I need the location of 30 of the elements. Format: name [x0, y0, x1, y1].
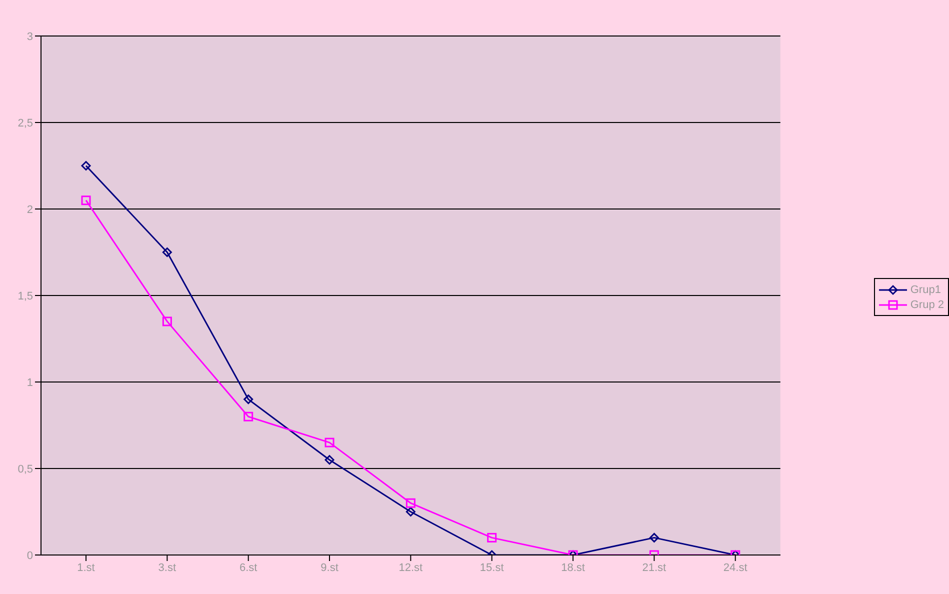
y-tick-label: 3	[26, 30, 33, 43]
x-tick-label: 3.st	[158, 562, 176, 574]
point	[406, 498, 416, 508]
point	[81, 196, 91, 206]
legend-label: Grup 2	[910, 298, 944, 310]
x-tick-label: 24.st	[723, 562, 748, 574]
x-tick-label: 15.st	[480, 562, 504, 574]
point	[487, 532, 497, 542]
point	[81, 161, 91, 170]
x-tick-label: 21.st	[642, 562, 666, 574]
point	[244, 412, 254, 422]
y-tick-label: 1	[26, 376, 33, 389]
legend-label: Grup1	[910, 284, 941, 296]
y-tick-label: 1,5	[18, 290, 33, 302]
y-tick-label: 2	[26, 204, 33, 216]
point	[324, 455, 334, 465]
x-tick-label: 6.st	[239, 562, 258, 574]
point	[244, 394, 254, 404]
point	[406, 507, 416, 516]
point	[162, 248, 172, 257]
x-tick-label: 9.st	[320, 562, 338, 574]
point	[324, 438, 334, 448]
y-tick-label: 0,5	[18, 463, 33, 476]
y-tick-label: 0	[26, 550, 33, 562]
x-tick-label: 1.st	[77, 562, 95, 574]
point	[162, 316, 172, 326]
y-tick-label: 2,5	[18, 117, 33, 130]
x-tick-label: 18.st	[561, 562, 585, 574]
point	[649, 532, 659, 542]
x-tick-label: 12.st	[398, 562, 423, 574]
